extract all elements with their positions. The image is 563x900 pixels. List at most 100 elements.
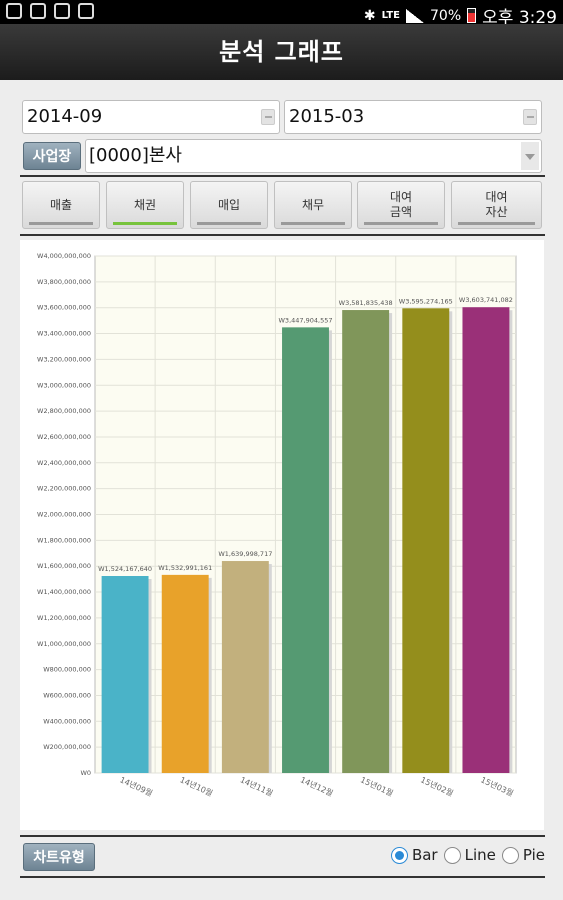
tab-indicator	[197, 222, 261, 225]
tab-indicator	[113, 222, 177, 225]
chart-panel: W0 W200,000,000 W400,000,000 W600,000,000 W8…	[20, 240, 544, 830]
bar	[101, 576, 149, 773]
chart-type-button[interactable]: 차트유형	[23, 843, 95, 871]
usb-icon	[54, 3, 70, 19]
x-tick-label: 14년09월	[118, 774, 154, 798]
notification-icon	[6, 3, 22, 19]
battery-percent: 70%	[430, 7, 462, 24]
x-tick-label: 14년10월	[178, 774, 214, 798]
bar	[221, 561, 269, 773]
bar-value-label: W3,447,904,557	[279, 316, 333, 324]
battery-icon	[467, 8, 477, 23]
x-tick-label: 15년01월	[359, 774, 395, 798]
y-tick-label: W600,000,000	[43, 691, 91, 699]
end-date-picker-icon[interactable]	[523, 109, 537, 125]
y-tick-label: W2,400,000,000	[37, 459, 91, 467]
bar	[161, 574, 209, 773]
tab-label: 매입	[217, 197, 241, 212]
y-tick-label: W4,000,000,000	[37, 252, 91, 260]
y-tick-label: W3,800,000,000	[37, 278, 91, 286]
chart-type-radio-group: Bar Line Pie	[390, 846, 545, 864]
radio-circle-icon[interactable]	[443, 846, 461, 864]
bar-value-label: W3,595,274,165	[399, 297, 453, 305]
bar	[402, 308, 450, 773]
radio-label: Bar	[411, 846, 438, 864]
y-tick-label: W2,200,000,000	[37, 485, 91, 493]
radio-label: Line	[464, 846, 496, 864]
end-date-value: 2015-03	[289, 106, 365, 127]
status-bar: ✱ LTE 70% 오후 3:29	[0, 0, 563, 28]
tab-label: 대여 자산	[485, 190, 508, 219]
radio-pie[interactable]: Pie	[501, 846, 545, 864]
radio-circle-icon[interactable]	[390, 846, 408, 864]
bar-value-label: W1,639,998,717	[218, 550, 272, 558]
tab-4[interactable]: 대여 금액	[357, 181, 445, 229]
y-tick-label: W0	[80, 769, 91, 777]
tab-2[interactable]: 매입	[190, 181, 268, 229]
tab-label: 매출	[49, 197, 73, 212]
y-tick-label: W1,600,000,000	[37, 562, 91, 570]
tab-label: 채무	[301, 197, 325, 212]
start-date-picker-icon[interactable]	[261, 109, 275, 125]
end-date-field[interactable]: 2015-03	[284, 100, 542, 134]
page-title: 분석 그래프	[0, 24, 563, 80]
bar	[342, 310, 390, 773]
y-tick-label: W800,000,000	[43, 666, 91, 674]
tab-3[interactable]: 채무	[274, 181, 352, 229]
tab-indicator	[281, 222, 345, 225]
divider	[20, 876, 545, 878]
x-tick-label: 15년03월	[479, 774, 515, 798]
message-icon	[30, 3, 46, 19]
image-icon	[78, 3, 94, 19]
tab-5[interactable]: 대여 자산	[451, 181, 542, 229]
tab-1[interactable]: 채권	[106, 181, 184, 229]
radio-line[interactable]: Line	[443, 846, 496, 864]
y-tick-label: W1,400,000,000	[37, 588, 91, 596]
notification-icons	[6, 3, 94, 19]
y-tick-label: W2,600,000,000	[37, 433, 91, 441]
divider	[20, 835, 545, 837]
x-tick-label: 14년11월	[239, 774, 275, 798]
clock: 오후 3:29	[482, 8, 557, 28]
signal-icon	[406, 8, 425, 23]
tab-indicator	[29, 222, 93, 225]
divider	[20, 234, 545, 236]
radio-circle-icon[interactable]	[501, 846, 519, 864]
radio-label: Pie	[522, 846, 545, 864]
bar-value-label: W1,524,167,640	[98, 565, 152, 573]
site-select-value: [0000]본사	[89, 145, 182, 166]
y-tick-label: W1,000,000,000	[37, 640, 91, 648]
y-tick-label: W1,200,000,000	[37, 614, 91, 622]
tab-indicator	[458, 222, 535, 225]
x-tick-label: 14년12월	[299, 774, 335, 798]
bar-value-label: W3,603,741,082	[459, 296, 513, 304]
y-tick-label: W200,000,000	[43, 743, 91, 751]
radio-bar[interactable]: Bar	[390, 846, 438, 864]
bar-chart: W0 W200,000,000 W400,000,000 W600,000,000 W8…	[37, 252, 517, 798]
y-tick-label: W3,400,000,000	[37, 330, 91, 338]
y-tick-label: W2,000,000,000	[37, 511, 91, 519]
y-tick-label: W3,000,000,000	[37, 381, 91, 389]
tab-label: 대여 금액	[389, 190, 413, 219]
bar	[282, 327, 329, 773]
site-label-button[interactable]: 사업장	[23, 142, 81, 170]
divider	[20, 175, 545, 177]
y-tick-label: W1,800,000,000	[37, 536, 91, 544]
tab-label: 채권	[133, 197, 157, 212]
tab-indicator	[364, 222, 438, 225]
tab-0[interactable]: 매출	[22, 181, 100, 229]
chevron-down-icon[interactable]	[521, 142, 539, 170]
x-tick-label: 15년02월	[419, 774, 455, 798]
y-tick-label: W2,800,000,000	[37, 407, 91, 415]
start-date-field[interactable]: 2014-09	[22, 100, 280, 134]
bluetooth-icon: ✱	[363, 7, 376, 24]
status-indicators: ✱ LTE 70% 오후 3:29	[363, 3, 557, 29]
y-tick-label: W3,200,000,000	[37, 355, 91, 363]
y-tick-label: W3,600,000,000	[37, 304, 91, 312]
start-date-value: 2014-09	[27, 106, 103, 127]
bar-value-label: W3,581,835,438	[339, 299, 393, 307]
site-select[interactable]: [0000]본사	[85, 139, 542, 173]
bar-value-label: W1,532,991,161	[158, 564, 212, 572]
network-type: LTE	[381, 10, 401, 21]
bar	[462, 307, 510, 773]
